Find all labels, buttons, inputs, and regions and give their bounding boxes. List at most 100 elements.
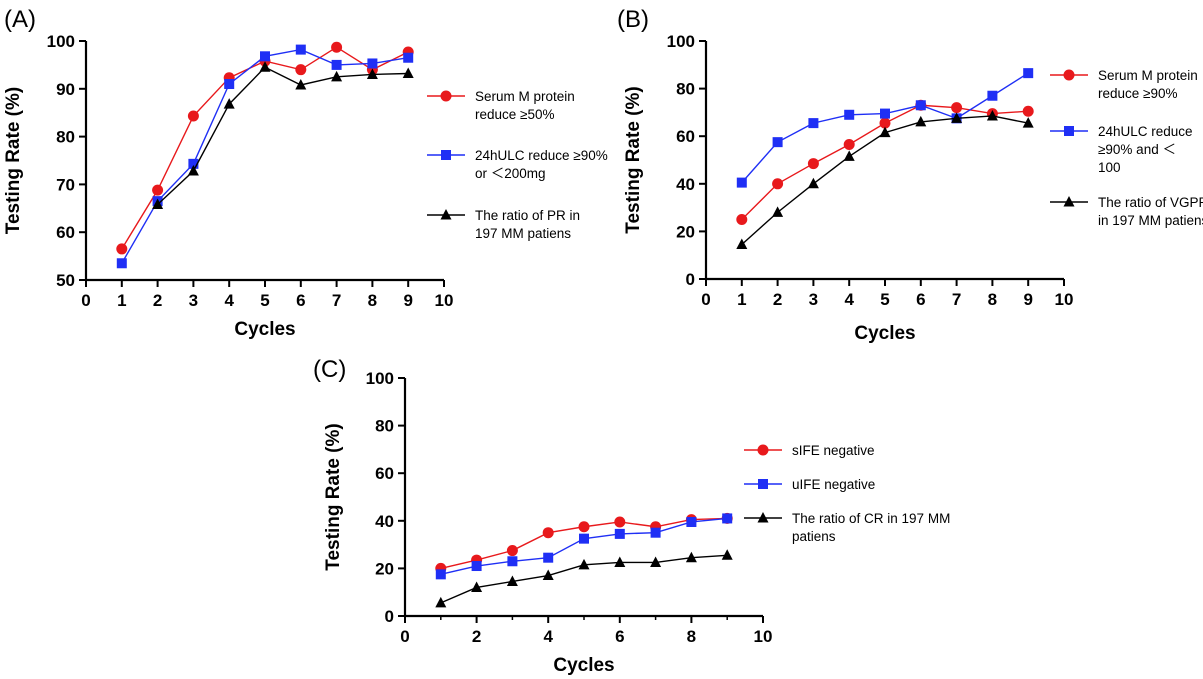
y-tick-label: 0 bbox=[686, 270, 695, 289]
legend-entry-1: 24hULC reduce ≥90% and ＜ 100 bbox=[1050, 124, 1193, 175]
legend-marker bbox=[1064, 126, 1074, 136]
data-point bbox=[614, 556, 626, 567]
data-point bbox=[542, 569, 554, 581]
data-point bbox=[543, 552, 554, 563]
x-tick-label: 8 bbox=[687, 627, 696, 646]
legend-label: 24hULC reduce bbox=[1098, 124, 1193, 139]
x-tick-label: 0 bbox=[400, 627, 409, 646]
legend-label: reduce ≥50% bbox=[475, 107, 554, 122]
series-1 bbox=[435, 513, 733, 580]
x-tick-label: 9 bbox=[1023, 290, 1032, 309]
data-point bbox=[844, 109, 855, 120]
legend-label: Serum M protein bbox=[1098, 68, 1198, 83]
legend-entry-2: The ratio of VGPR in 197 MM patiens bbox=[1050, 195, 1203, 228]
data-point bbox=[1023, 68, 1034, 79]
data-point bbox=[260, 51, 270, 62]
data-point bbox=[187, 165, 199, 176]
series-2 bbox=[152, 61, 414, 209]
y-tick-label: 60 bbox=[56, 223, 75, 242]
legend-entry-0: sIFE negative bbox=[744, 443, 875, 458]
data-point bbox=[721, 549, 733, 560]
x-tick-label: 0 bbox=[701, 290, 710, 309]
x-tick-label: 5 bbox=[260, 291, 269, 310]
legend-entry-2: The ratio of CR in 197 MM patiens bbox=[744, 511, 950, 544]
x-tick-label: 4 bbox=[543, 627, 553, 646]
x-tick-label: 10 bbox=[435, 291, 454, 310]
data-point bbox=[987, 90, 998, 101]
y-tick-label: 100 bbox=[667, 32, 695, 51]
x-tick-label: 1 bbox=[117, 291, 126, 310]
data-point bbox=[843, 150, 855, 161]
y-axis-label: Testing Rate (%) bbox=[3, 87, 24, 234]
legend-label: uIFE negative bbox=[792, 477, 875, 492]
panel-b: (B) 0 20 40 60 80 100 0 1 2 3 4 5 6 7 8 9 10 Testing Rate … bbox=[617, 6, 1203, 344]
legend-marker bbox=[441, 150, 451, 160]
data-point bbox=[471, 581, 483, 592]
x-tick-label: 6 bbox=[615, 627, 624, 646]
data-point bbox=[331, 70, 343, 82]
x-tick-label: 6 bbox=[296, 291, 305, 310]
data-point bbox=[951, 102, 963, 114]
data-point bbox=[807, 158, 819, 170]
legend-label: sIFE negative bbox=[792, 443, 875, 458]
data-point bbox=[722, 513, 733, 524]
data-point bbox=[578, 521, 590, 533]
data-point bbox=[736, 238, 748, 249]
y-tick-label: 60 bbox=[676, 127, 695, 146]
legend-marker bbox=[757, 512, 769, 523]
legend-label: patiens bbox=[792, 529, 836, 544]
y-tick-label: 20 bbox=[375, 559, 394, 578]
data-point bbox=[578, 558, 590, 570]
x-axis-label: Cycles bbox=[234, 319, 295, 340]
legend-entry-0: Serum M protein reduce ≥50% bbox=[427, 89, 575, 122]
y-tick-label: 50 bbox=[56, 271, 75, 290]
legend-label: The ratio of CR in 197 MM bbox=[792, 511, 950, 526]
y-axis-label: Testing Rate (%) bbox=[323, 423, 344, 570]
series-2 bbox=[736, 109, 1034, 249]
x-tick-label: 10 bbox=[754, 627, 773, 646]
data-point bbox=[152, 184, 164, 196]
data-point bbox=[614, 528, 625, 539]
x-tick-label: 4 bbox=[844, 290, 854, 309]
legend-label: or ＜200mg bbox=[475, 166, 546, 181]
y-tick-label: 70 bbox=[56, 175, 75, 194]
data-point bbox=[506, 545, 518, 557]
x-tick-label: 9 bbox=[403, 291, 412, 310]
y-tick-label: 20 bbox=[676, 222, 695, 241]
data-point bbox=[542, 527, 554, 539]
legend-label: The ratio of PR in bbox=[475, 208, 580, 223]
series-line bbox=[121, 46, 409, 250]
x-tick-label: 7 bbox=[952, 290, 961, 309]
data-point bbox=[152, 198, 164, 209]
x-tick-label: 4 bbox=[224, 291, 234, 310]
x-tick-label: 8 bbox=[368, 291, 377, 310]
legend-entry-2: The ratio of PR in 197 MM patiens bbox=[427, 208, 580, 241]
data-point bbox=[435, 569, 446, 580]
y-tick-label: 90 bbox=[56, 80, 75, 99]
data-point bbox=[650, 556, 662, 567]
panel-c: (C) 0 20 40 60 80 100 0 2 4 6 8 10 Testing Rate (%) Cy… bbox=[313, 356, 950, 676]
x-tick-label: 7 bbox=[332, 291, 341, 310]
data-point bbox=[685, 551, 697, 563]
legend-marker bbox=[440, 90, 452, 102]
legend-label: ≥90% and ＜ bbox=[1098, 142, 1176, 157]
x-tick-label: 2 bbox=[153, 291, 162, 310]
y-tick-label: 100 bbox=[47, 32, 75, 51]
legend-marker bbox=[1063, 196, 1075, 207]
y-tick-label: 40 bbox=[676, 175, 695, 194]
x-tick-label: 2 bbox=[472, 627, 481, 646]
panel-label: (C) bbox=[313, 356, 346, 383]
data-point bbox=[403, 52, 414, 63]
legend-entry-0: Serum M protein reduce ≥90% bbox=[1050, 68, 1198, 101]
data-point bbox=[579, 533, 589, 544]
data-point bbox=[736, 177, 747, 188]
data-point bbox=[986, 109, 998, 121]
legend-marker bbox=[758, 479, 768, 489]
data-point bbox=[331, 59, 342, 70]
data-point bbox=[188, 158, 199, 169]
data-point bbox=[224, 79, 235, 90]
x-tick-label: 10 bbox=[1055, 290, 1074, 309]
legend-label: 100 bbox=[1098, 160, 1121, 175]
legend-label: reduce ≥90% bbox=[1098, 86, 1177, 101]
